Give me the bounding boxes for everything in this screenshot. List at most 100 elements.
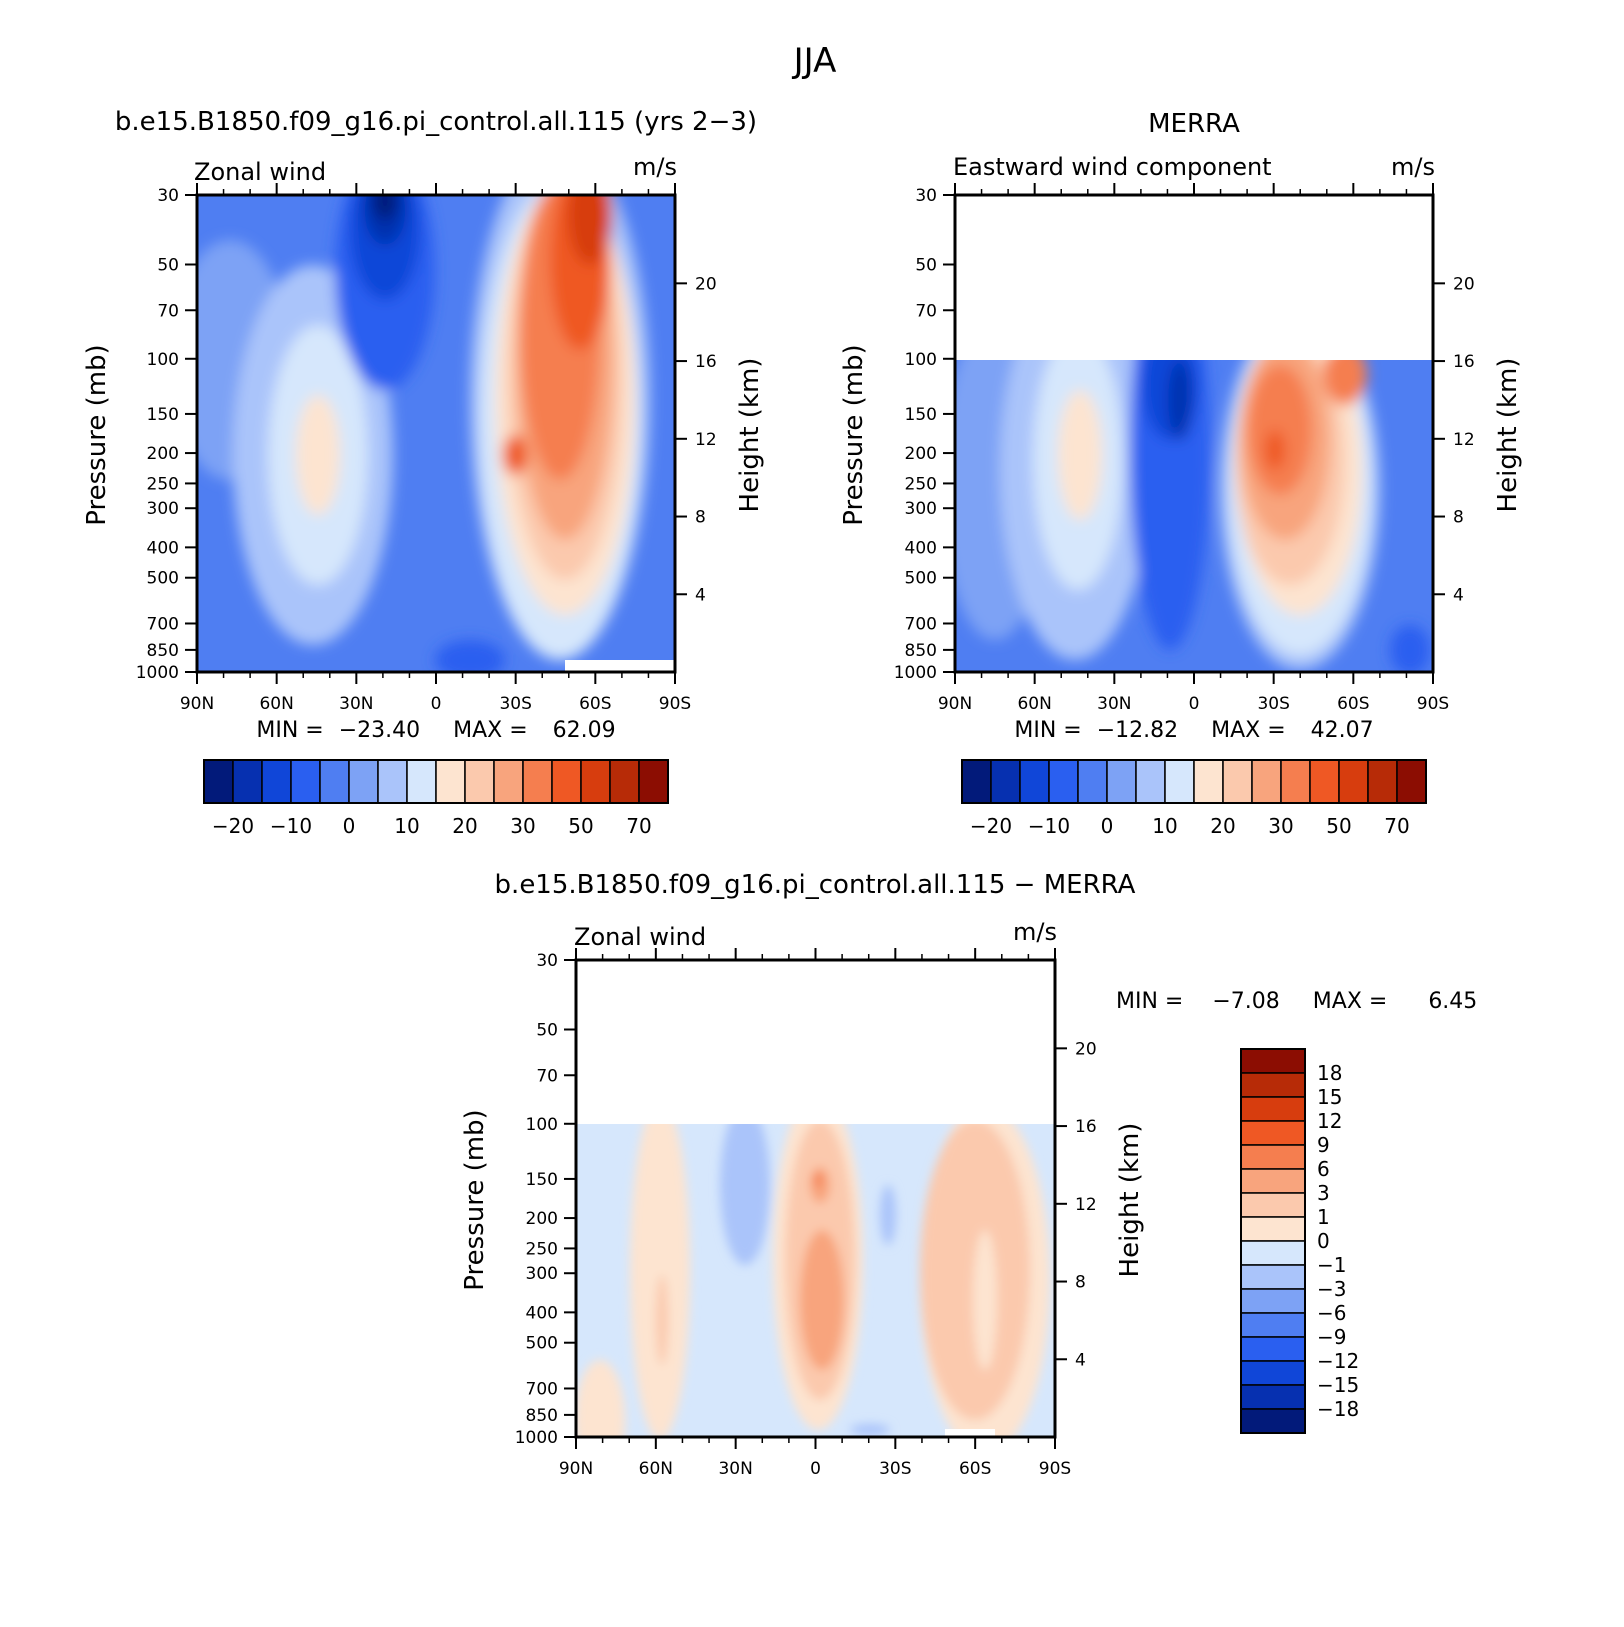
pressure-tick-label: 200 [526,1209,558,1229]
colorbar-swatch [203,759,234,804]
height-tick-label: 16 [695,352,717,372]
colorbar-label: 70 [626,814,651,838]
colorbar-label: 20 [1210,814,1235,838]
pressure-tick-label: 1000 [136,663,179,683]
colorbar-swatch [1193,759,1224,804]
height-tick-label: 12 [695,430,717,450]
colorbar-label: −3 [1317,1277,1346,1301]
colorbar-swatch [1251,759,1282,804]
pressure-tick-label: 300 [147,499,179,519]
panel-diff-xticks: 90N 60N 30N 0 30S 60S 90S [559,948,1071,1479]
panel-merra-ylabel: Pressure (mb) [839,344,869,525]
contour-neg-b [880,1185,896,1245]
stat-min: −12.82 [1097,718,1178,743]
panel-merra-stats: MIN = −12.82 MAX = 42.07 [1014,718,1373,743]
contour-nh-jet-core [296,395,340,515]
stat-max-label: MAX = [1211,718,1286,743]
colorbar-swatch [493,759,524,804]
stat-min-label: MIN = [1116,989,1183,1014]
pressure-tick-label: 150 [147,405,179,425]
contour-sh-3 [973,1230,997,1370]
colorbar-swatch [1048,759,1079,804]
panel-merra-xticks: 90N 60N 30N 0 30S 60S 90S [938,183,1449,714]
colorbar-label: 70 [1384,814,1409,838]
masked-region [565,660,675,672]
colorbar-swatch [1240,1216,1306,1242]
contour-sh-5 [1265,430,1285,470]
pressure-tick-label: 700 [905,614,937,634]
pressure-tick-label: 700 [147,614,179,634]
pressure-tick-label: 200 [905,444,937,464]
pressure-tick-label: 50 [536,1020,558,1040]
lat-tick-label: 60S [579,694,611,714]
pressure-tick-label: 150 [526,1170,558,1190]
panel-diff-y2ticks: 4 8 12 16 20 [1055,1039,1097,1370]
contour-sh-subjet [503,435,527,475]
panel-merra-title: MERRA [1148,109,1240,139]
panel-merra-y2label: Height (km) [1493,358,1523,513]
pressure-tick-label: 850 [147,641,179,661]
colorbar-label: 3 [1317,1181,1330,1205]
panel-model-field [197,195,675,672]
colorbar-label: 0 [1317,1229,1330,1253]
panel-merra-colorbar: −20 −10 0 10 20 30 50 70 [961,759,1427,838]
colorbar-label: 30 [1268,814,1293,838]
lat-tick-label: 60S [1337,694,1369,714]
lat-tick-label: 90N [559,1459,593,1479]
lat-tick-label: 0 [810,1459,821,1479]
height-tick-label: 12 [1075,1195,1097,1215]
pressure-tick-label: 700 [526,1379,558,1399]
stat-max: 6.45 [1428,989,1477,1014]
pressure-tick-label: 300 [526,1264,558,1284]
lat-tick-label: 0 [431,694,442,714]
colorbar-label: 0 [1101,814,1114,838]
pressure-tick-label: 850 [526,1406,558,1426]
contour-sfc-neg [850,1424,890,1436]
panel-model-units: m/s [633,153,677,181]
colorbar-swatch [1240,1360,1306,1386]
colorbar-swatch [1222,759,1253,804]
contour-pos-c [656,1275,668,1365]
colorbar-label: 50 [1326,814,1351,838]
height-tick-label: 8 [695,508,706,528]
panel-model-title: b.e15.B1850.f09_g16.pi_control.all.115 (… [115,107,757,137]
colorbar-swatch [1396,759,1427,804]
contour-eq-5 [814,1173,822,1187]
colorbar-label: −12 [1317,1349,1359,1373]
contour-pos-b [576,1360,625,1437]
colorbar-swatch [990,759,1021,804]
colorbar-label: −10 [270,814,312,838]
panel-diff-field [576,1124,1055,1437]
pressure-tick-label: 100 [147,350,179,370]
pressure-tick-label: 50 [157,255,179,275]
colorbar-swatch [348,759,379,804]
stat-max: 42.07 [1311,718,1374,743]
lat-tick-label: 0 [1189,694,1200,714]
colorbar-swatch [1106,759,1137,804]
colorbar-label: −1 [1317,1253,1346,1277]
pressure-tick-label: 1000 [894,663,937,683]
colorbar-label: −20 [212,814,254,838]
colorbar-swatch [1240,1336,1306,1362]
colorbar-swatch [1240,1240,1306,1266]
contour-nh-jet-core [1058,390,1102,520]
pressure-tick-label: 850 [905,641,937,661]
pressure-tick-label: 100 [905,350,937,370]
masked-region [945,1429,995,1437]
panel-merra-units: m/s [1391,153,1435,181]
pressure-tick-label: 30 [536,951,558,971]
pressure-tick-label: 50 [915,255,937,275]
colorbar-swatch [232,759,263,804]
stat-min: −23.40 [339,718,420,743]
colorbar-swatch [1367,759,1398,804]
pressure-tick-label: 200 [147,444,179,464]
pressure-tick-label: 1000 [515,1428,558,1448]
pressure-tick-label: 400 [147,538,179,558]
panel-diff-units: m/s [1013,918,1057,946]
panel-model-left-label: Zonal wind [194,158,326,186]
panel-merra-y2ticks: 4 8 12 16 20 [1433,274,1475,605]
lat-tick-label: 90S [1039,1459,1071,1479]
